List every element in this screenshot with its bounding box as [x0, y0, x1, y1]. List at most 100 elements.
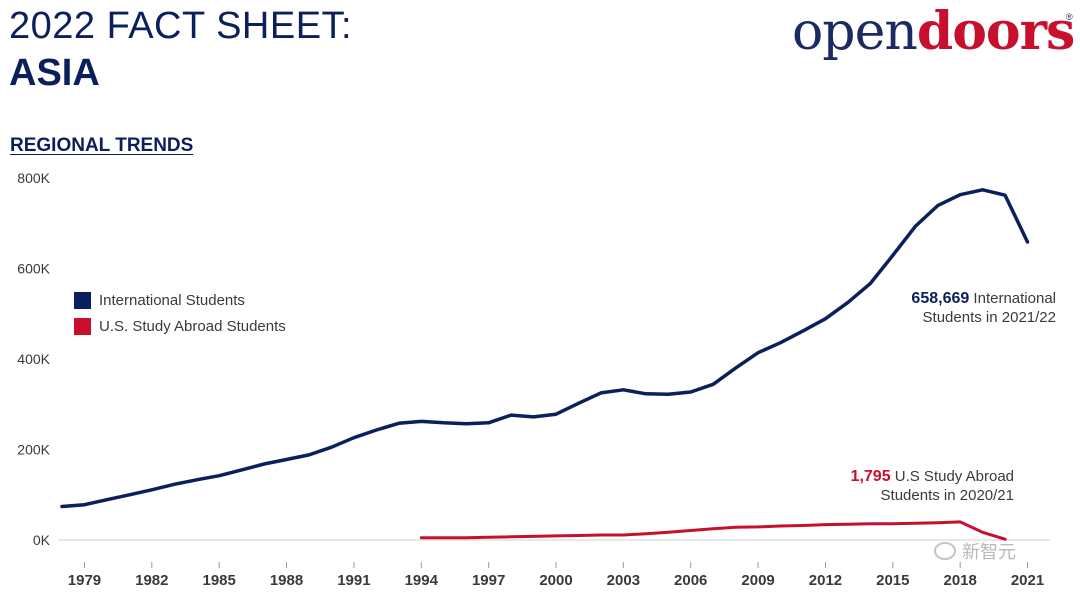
- annotation-study-abroad-text1: U.S Study Abroad: [890, 468, 1014, 485]
- annotation-study-abroad-text2: Students in 2020/21: [880, 487, 1014, 504]
- logo-registered-mark: ®: [1066, 12, 1073, 22]
- data-point-study-abroad: [667, 531, 669, 533]
- page-title-line1: 2022 FACT SHEET:: [9, 5, 353, 47]
- data-point-study-abroad: [712, 528, 714, 530]
- data-point-international: [353, 437, 355, 439]
- series-line-study-abroad-students: [419, 520, 1007, 541]
- data-point-international: [151, 489, 153, 491]
- data-point-international: [83, 504, 85, 506]
- data-point-international: [645, 393, 647, 395]
- data-point-international: [308, 454, 310, 456]
- data-point-international: [533, 416, 535, 418]
- x-tick-label: 2015: [876, 572, 909, 589]
- data-point-international: [263, 463, 265, 465]
- x-tick-label: 1979: [68, 572, 101, 589]
- data-point-study-abroad: [690, 529, 692, 531]
- data-point-international: [173, 483, 175, 485]
- data-point-international: [869, 282, 871, 284]
- data-point-study-abroad: [892, 523, 894, 525]
- watermark: 新智元: [934, 538, 1016, 564]
- data-point-international: [241, 469, 243, 471]
- series-line-international-students: [60, 188, 1030, 509]
- x-tick-label: 2012: [809, 572, 842, 589]
- data-point-study-abroad: [420, 537, 422, 539]
- data-point-international: [937, 205, 939, 207]
- data-point-international: [465, 423, 467, 425]
- data-point-international: [757, 352, 759, 354]
- data-point-international: [555, 413, 557, 415]
- logo-text-open: open: [792, 2, 918, 62]
- y-tick-label: 800K: [17, 170, 50, 186]
- x-tick-label: 1994: [405, 572, 439, 589]
- data-point-international: [286, 458, 288, 460]
- legend-item-study-abroad: U.S. Study Abroad Students: [74, 313, 286, 339]
- data-point-international: [712, 383, 714, 385]
- x-tick-label: 1982: [135, 572, 168, 589]
- y-tick-label: 0K: [33, 532, 51, 548]
- data-point-international: [847, 301, 849, 303]
- x-tick-label: 2006: [674, 572, 707, 589]
- data-point-study-abroad: [488, 536, 490, 538]
- data-point-international: [735, 367, 737, 369]
- section-heading-regional-trends: REGIONAL TRENDS: [10, 135, 194, 156]
- data-point-international: [780, 342, 782, 344]
- data-point-international: [398, 422, 400, 424]
- data-point-international: [982, 189, 984, 191]
- x-tick-label: 1997: [472, 572, 505, 589]
- data-point-study-abroad: [1004, 538, 1006, 540]
- data-point-international: [802, 330, 804, 332]
- data-point-study-abroad: [645, 533, 647, 535]
- data-point-study-abroad: [869, 523, 871, 525]
- series-points: [61, 189, 1029, 540]
- data-point-international: [420, 420, 422, 422]
- data-point-international: [690, 391, 692, 393]
- x-tick-label: 2009: [741, 572, 774, 589]
- x-tick-label: 2003: [607, 572, 640, 589]
- data-point-study-abroad: [600, 534, 602, 536]
- data-point-study-abroad: [510, 536, 512, 538]
- data-point-study-abroad: [824, 524, 826, 526]
- data-point-study-abroad: [914, 522, 916, 524]
- data-point-international: [106, 499, 108, 501]
- data-point-international: [577, 402, 579, 404]
- data-point-international: [824, 318, 826, 320]
- y-tick-label: 400K: [17, 351, 50, 367]
- chart-legend: International Students U.S. Study Abroad…: [74, 287, 286, 339]
- watermark-text: 新智元: [962, 542, 1016, 562]
- data-point-international: [1027, 241, 1029, 243]
- data-point-study-abroad: [780, 525, 782, 527]
- annotation-international: 658,669 International Students in 2021/2…: [911, 289, 1056, 327]
- data-point-international: [667, 393, 669, 395]
- logo-text-doors: doors: [916, 1, 1075, 62]
- data-point-international: [443, 422, 445, 424]
- legend-label-study-abroad: U.S. Study Abroad Students: [99, 317, 286, 335]
- data-point-study-abroad: [982, 531, 984, 533]
- data-point-international: [892, 254, 894, 256]
- data-point-study-abroad: [802, 525, 804, 527]
- data-point-international: [330, 446, 332, 448]
- data-point-international: [600, 392, 602, 394]
- legend-item-international: International Students: [74, 287, 286, 313]
- data-point-international: [128, 494, 130, 496]
- annotation-study-abroad: 1,795 U.S Study Abroad Students in 2020/…: [851, 467, 1014, 505]
- legend-swatch-international: [74, 291, 91, 309]
- annotation-international-text2: Students in 2021/22: [922, 309, 1056, 326]
- data-point-study-abroad: [622, 534, 624, 536]
- page-title-region: ASIA: [9, 52, 100, 94]
- x-tick-label: 1985: [202, 572, 235, 589]
- data-point-international: [375, 429, 377, 431]
- data-point-study-abroad: [533, 535, 535, 537]
- data-point-study-abroad: [577, 534, 579, 536]
- data-point-international: [510, 414, 512, 416]
- y-tick-label: 200K: [17, 442, 50, 458]
- x-tick-label: 2000: [539, 572, 572, 589]
- data-point-study-abroad: [443, 537, 445, 539]
- data-point-international: [61, 506, 63, 508]
- data-point-international: [622, 389, 624, 391]
- x-tick-label: 1988: [270, 572, 303, 589]
- opendoors-logo: opendoors: [792, 0, 1075, 64]
- y-tick-label: 600K: [17, 261, 50, 277]
- data-point-study-abroad: [937, 522, 939, 524]
- data-point-study-abroad: [735, 526, 737, 528]
